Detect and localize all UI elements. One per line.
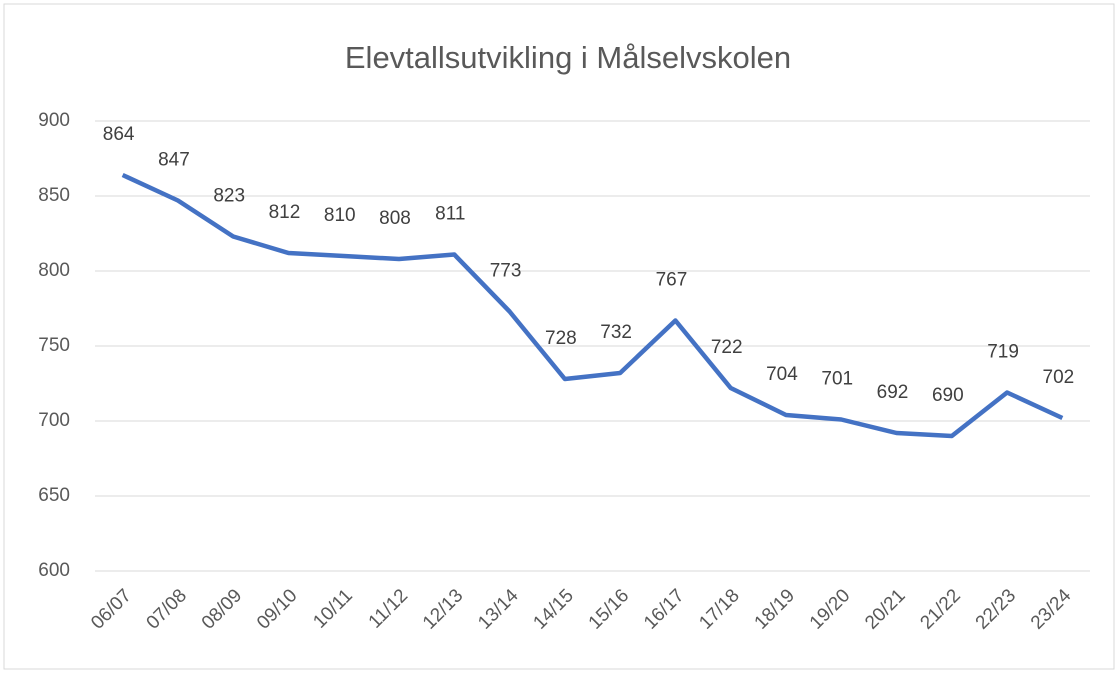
y-tick-label: 600 (38, 560, 70, 581)
data-label: 719 (987, 342, 1019, 363)
data-label: 722 (711, 337, 743, 358)
data-label: 811 (435, 204, 465, 225)
data-label: 704 (766, 364, 798, 385)
data-label: 823 (213, 186, 245, 207)
data-label: 701 (821, 369, 853, 390)
data-label: 808 (379, 208, 411, 229)
data-label: 767 (656, 270, 688, 291)
data-label: 847 (158, 150, 190, 171)
data-label: 732 (600, 322, 632, 343)
chart-title: Elevtallsutvikling i Målselvskolen (345, 40, 791, 75)
data-label: 728 (545, 328, 577, 349)
y-tick-label: 700 (38, 410, 70, 431)
chart-border (3, 3, 1115, 670)
line-series (121, 172, 1064, 439)
y-tick-label: 800 (38, 260, 70, 281)
data-label: 810 (324, 205, 356, 226)
data-label: 702 (1043, 367, 1075, 388)
y-tick-label: 900 (38, 110, 70, 131)
data-label: 692 (877, 382, 909, 403)
y-tick-label: 750 (38, 335, 70, 356)
data-label: 773 (490, 261, 522, 282)
y-tick-label: 650 (38, 485, 70, 506)
y-tick-label: 850 (38, 185, 70, 206)
data-label: 690 (932, 385, 964, 406)
data-label: 864 (103, 124, 135, 145)
data-label: 812 (269, 202, 301, 223)
